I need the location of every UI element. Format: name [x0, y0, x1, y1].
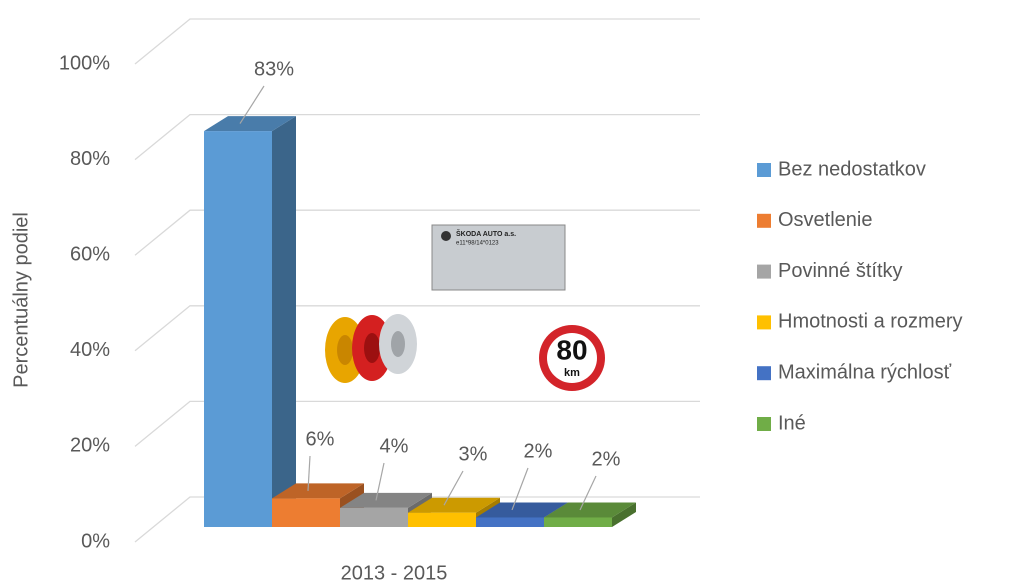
y-tick-label: 20% — [70, 435, 110, 457]
y-tick-label: 100% — [59, 52, 110, 74]
legend-label: Iné — [778, 412, 806, 434]
legend-label: Maximálna rýchlosť — [778, 361, 952, 383]
y-tick-label: 60% — [70, 243, 110, 265]
legend-label: Povinné štítky — [778, 260, 903, 282]
bar — [272, 498, 340, 527]
plate: ŠKODA AUTO a.s. e11*98/14*0123 — [432, 225, 565, 290]
legend-swatch — [757, 265, 771, 279]
legend-label: Osvetlenie — [778, 209, 873, 231]
legend-swatch — [757, 214, 771, 228]
legend-swatch — [757, 163, 771, 177]
legend-swatch — [757, 417, 771, 431]
bar — [340, 508, 408, 527]
data-label: 3% — [459, 443, 488, 465]
bar — [408, 513, 476, 527]
bar — [476, 517, 544, 527]
bar — [204, 131, 272, 527]
y-tick-label: 40% — [70, 339, 110, 361]
chart: Percentuálny podiel 2013 - 2015 ŠKODA AU… — [0, 0, 1011, 584]
data-label: 6% — [306, 428, 335, 450]
speed-sign: 80 km — [539, 325, 605, 391]
sign-text: km — [564, 367, 580, 379]
data-label: 83% — [254, 58, 294, 80]
legend-label: Bez nedostatkov — [778, 158, 926, 180]
legend-swatch — [757, 315, 771, 329]
bar — [544, 517, 612, 527]
data-label: 2% — [592, 448, 621, 470]
y-tick-label: 80% — [70, 148, 110, 170]
legend-label: Hmotnosti a rozmery — [778, 311, 963, 333]
data-label: 2% — [524, 440, 553, 462]
plate-text: ŠKODA AUTO a.s. — [456, 229, 516, 238]
plate-text: e11*98/14*0123 — [456, 241, 499, 247]
grid-line — [135, 19, 700, 64]
y-tick-label: 0% — [81, 530, 110, 552]
x-tick-label: 2013 - 2015 — [341, 562, 448, 584]
legend-swatch — [757, 366, 771, 380]
y-axis-label: Percentuálny podiel — [10, 212, 32, 388]
data-label: 4% — [380, 435, 409, 457]
reflective-tapes — [325, 314, 417, 383]
bar-side — [272, 116, 296, 527]
sign-text: 80 — [556, 334, 587, 365]
